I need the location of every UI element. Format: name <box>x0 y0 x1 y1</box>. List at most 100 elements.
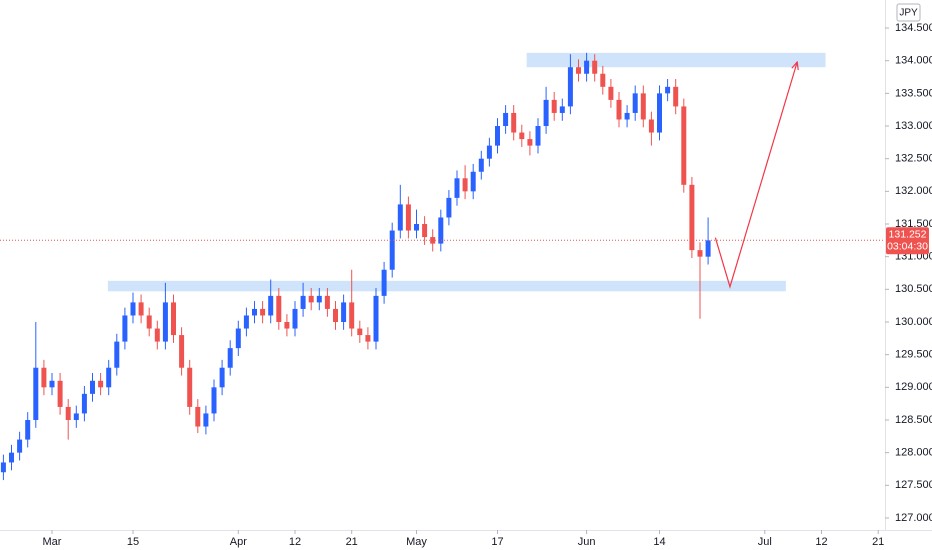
candle-body <box>332 308 338 322</box>
candle-body <box>519 132 525 140</box>
y-tick-label: 130.000 <box>895 316 932 328</box>
candle-body <box>260 308 266 316</box>
x-tick-label: 15 <box>127 536 139 548</box>
support-resistance-zone <box>107 280 786 292</box>
candle-body <box>243 315 249 329</box>
candle-body <box>171 302 177 336</box>
candle-body <box>681 106 687 185</box>
candle-body <box>98 380 104 388</box>
candle-body <box>397 204 403 231</box>
candle-body <box>486 145 492 159</box>
x-tick-label: Apr <box>230 536 247 548</box>
candle-body <box>592 60 598 74</box>
candle-body <box>543 99 549 127</box>
candle-body <box>656 93 662 133</box>
y-tick-label: 133.000 <box>895 120 932 132</box>
candle-body <box>503 112 509 127</box>
candle-body <box>584 60 590 74</box>
candle-body <box>0 462 6 473</box>
candle-body <box>575 67 581 74</box>
candle-body <box>422 224 428 238</box>
candle-body <box>308 295 314 303</box>
x-tick-label: 21 <box>872 536 884 548</box>
candle-body <box>9 452 15 463</box>
y-tick-label: 128.000 <box>895 447 932 459</box>
candle-body <box>25 419 31 440</box>
candle-body <box>49 380 55 388</box>
candle-body <box>373 295 379 342</box>
candle-body <box>179 335 185 368</box>
y-tick-label: 134.500 <box>895 22 932 34</box>
candle-body <box>268 295 274 316</box>
candle-body <box>608 86 614 100</box>
candle-body <box>665 86 671 94</box>
candle-body <box>535 126 541 146</box>
candle-body <box>648 119 654 133</box>
candle-body <box>600 73 606 87</box>
y-tick-label: 134.000 <box>895 55 932 67</box>
y-tick-label: 127.000 <box>895 512 932 524</box>
candle-body <box>187 367 193 407</box>
candle-body <box>640 93 646 120</box>
candle-body <box>365 335 371 342</box>
candle-body <box>624 112 630 120</box>
x-tick-label: 12 <box>289 536 301 548</box>
y-tick-label: 129.500 <box>895 349 932 361</box>
candle-body <box>673 86 679 107</box>
candle-body <box>235 328 241 349</box>
y-tick-label: 132.500 <box>895 153 932 165</box>
candle-body <box>689 184 695 251</box>
candle-body <box>511 112 517 133</box>
candle-body <box>162 302 168 342</box>
candle-body <box>227 348 233 368</box>
candle-body <box>705 240 711 257</box>
y-tick-label: 131.500 <box>895 218 932 230</box>
candle-body <box>494 126 500 146</box>
candle-body <box>81 393 87 414</box>
candle-body <box>527 139 533 146</box>
x-tick-label: 12 <box>815 536 827 548</box>
candle-body <box>697 250 703 257</box>
x-tick-label: Jun <box>578 536 596 548</box>
candle-body <box>316 295 322 303</box>
candle-body <box>357 328 363 336</box>
y-tick-label: 133.500 <box>895 87 932 99</box>
candle-body <box>138 302 144 316</box>
candle-body <box>462 178 468 192</box>
candle-body <box>478 158 484 172</box>
candle-body <box>122 315 128 342</box>
candle-body <box>349 302 355 329</box>
candle-body <box>17 439 23 453</box>
candle-body <box>284 321 290 329</box>
x-tick-label: 21 <box>346 536 358 548</box>
candle-body <box>324 295 330 309</box>
candle-body <box>413 224 419 231</box>
candle-body <box>276 295 282 322</box>
candle-body <box>106 367 112 388</box>
candle-body <box>551 99 557 113</box>
candle-body <box>632 93 638 113</box>
candle-body <box>292 308 298 329</box>
last-price-box <box>886 227 929 255</box>
candle-body <box>90 380 96 394</box>
candle-body <box>33 367 39 420</box>
x-tick-label: 17 <box>491 536 503 548</box>
candle-body <box>454 178 460 198</box>
candle-body <box>616 99 622 120</box>
candle-body <box>73 413 79 420</box>
candle-body <box>219 367 225 388</box>
support-resistance-zone <box>526 52 826 68</box>
candle-body <box>154 328 160 342</box>
x-tick-label: 14 <box>653 536 665 548</box>
candle-body <box>211 387 217 414</box>
x-tick-label: Mar <box>43 536 62 548</box>
candle-body <box>567 67 573 107</box>
candle-body <box>470 171 476 192</box>
candle-body <box>341 302 347 322</box>
candle-body <box>203 413 209 427</box>
candle-body <box>446 197 452 218</box>
y-tick-label: 129.000 <box>895 381 932 393</box>
currency-box[interactable] <box>896 3 921 22</box>
last-price-label: 131.252 <box>889 228 927 240</box>
